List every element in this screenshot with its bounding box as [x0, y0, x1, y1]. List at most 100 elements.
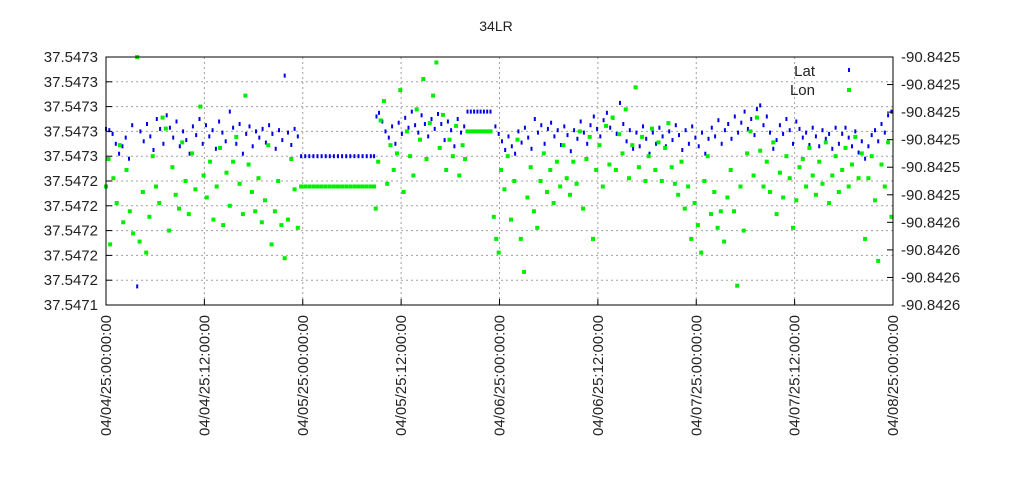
data-point-lon [813, 192, 818, 197]
data-point-lon [311, 184, 316, 189]
data-point-lat [353, 154, 356, 159]
data-point-lat [687, 141, 690, 146]
data-point-lat [205, 123, 207, 128]
data-point-lat [211, 128, 214, 133]
data-point-lon [378, 118, 383, 123]
data-point-lon [190, 151, 195, 156]
data-point-lat [605, 110, 608, 115]
data-point-lon [650, 126, 654, 131]
data-point-lat [324, 154, 327, 159]
data-point-lon [617, 132, 622, 137]
data-point-lat [369, 154, 372, 159]
data-point-lat [320, 154, 323, 159]
y-tick-label: 37.5473 [44, 99, 98, 116]
data-point-lat [410, 109, 413, 114]
data-point-lat [456, 117, 459, 121]
data-point-lon [784, 154, 789, 159]
data-point-lon [830, 173, 835, 178]
data-point-lon [111, 176, 116, 181]
data-point-lat [619, 100, 621, 105]
data-point-lon [610, 115, 615, 120]
data-point-lon [114, 201, 119, 205]
data-point-lat [111, 131, 114, 136]
data-point-lon [401, 190, 406, 194]
data-point-lon [140, 190, 145, 194]
data-point-lon [636, 165, 641, 170]
y2-tick-label: -90.8425 [901, 77, 960, 94]
data-point-lat [755, 107, 758, 112]
data-point-lat [622, 122, 625, 126]
data-point-lat [290, 143, 293, 147]
data-point-lat [159, 126, 162, 131]
data-point-lat [560, 143, 562, 147]
data-point-lon [381, 99, 386, 104]
data-point-lat [655, 141, 658, 146]
data-point-lon [256, 176, 261, 181]
x-tick-label: 04/07/25:00:00:00 [688, 315, 705, 436]
data-point-lon [279, 223, 284, 228]
data-point-lon [574, 181, 579, 186]
data-point-lon [424, 157, 429, 161]
data-point-lon [327, 184, 332, 189]
data-point-lat [661, 134, 664, 139]
data-point-lon [725, 195, 730, 200]
data-point-lon [607, 162, 612, 167]
data-point-lon [395, 151, 399, 156]
data-point-lon [475, 129, 480, 134]
data-point-lat [482, 109, 485, 114]
grid-lines [106, 57, 893, 305]
data-point-lon [672, 181, 677, 186]
data-point-lat [228, 109, 231, 114]
data-point-lat [264, 140, 267, 145]
data-point-lon [385, 181, 390, 186]
data-point-lon [774, 212, 779, 217]
data-point-lon [768, 190, 772, 194]
data-point-lat [798, 126, 801, 131]
data-point-lat [824, 136, 827, 141]
data-point-lat [378, 110, 380, 115]
data-point-lat [841, 131, 844, 136]
data-point-lon [866, 176, 871, 181]
data-point-lon [211, 217, 216, 222]
data-point-lon [454, 123, 459, 128]
data-point-lat [808, 143, 811, 147]
data-point-lon [303, 184, 308, 189]
data-point-lon [499, 168, 504, 172]
y2-tick-label: -90.8425 [901, 187, 960, 204]
data-point-lon [627, 176, 631, 181]
data-point-lon [447, 137, 452, 142]
data-point-lat [707, 136, 710, 141]
data-point-lat [469, 109, 472, 114]
x-tick-label: 04/04/25:12:00:00 [196, 315, 213, 436]
data-point-lat [178, 144, 181, 149]
data-point-lat [175, 119, 178, 124]
data-point-lat [674, 123, 677, 128]
data-point-lat [517, 129, 520, 134]
data-point-lat [520, 140, 523, 145]
data-point-lon [659, 179, 664, 183]
axes: 37.5473 37.5473 37.5473 37.5473 37.5473 37.54… [44, 49, 960, 436]
data-point-lon [376, 159, 381, 164]
data-point-lat [714, 134, 717, 139]
data-point-lon [843, 145, 848, 150]
data-point-lon [873, 198, 877, 203]
data-point-lon [117, 143, 122, 148]
data-point-lat [185, 138, 188, 143]
data-point-lat [602, 118, 605, 123]
data-point-lon [732, 209, 736, 214]
data-point-lat [684, 128, 687, 133]
data-point-lon [620, 151, 625, 156]
data-point-lat [543, 141, 546, 146]
data-point-lon [496, 250, 501, 255]
data-point-lat [440, 122, 443, 126]
data-point-lat [479, 109, 482, 114]
data-point-lon [669, 165, 674, 170]
data-point-lon [800, 157, 805, 161]
data-point-lat [460, 130, 462, 135]
data-point-lat [625, 139, 628, 144]
data-point-lat [828, 131, 831, 136]
data-point-lon [528, 165, 533, 170]
data-point-lon [512, 179, 517, 183]
data-point-lat [268, 123, 271, 128]
data-point-lon [564, 176, 569, 181]
